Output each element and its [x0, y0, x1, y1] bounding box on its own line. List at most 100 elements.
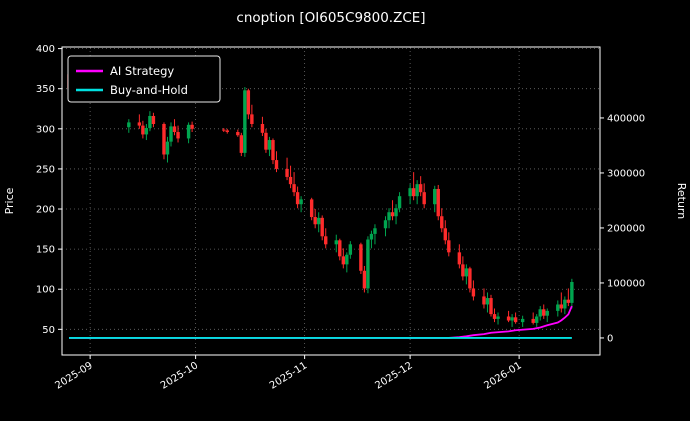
price-tick-label: 50: [42, 325, 55, 336]
candle-body-up: [464, 268, 469, 277]
candle-body-down: [271, 140, 275, 161]
return-tick-label: 400000: [607, 113, 645, 124]
candle-body-down: [190, 124, 194, 129]
date-tick-label: 2026-01: [482, 360, 523, 391]
candle-body-up: [243, 90, 247, 153]
candle-body-down: [471, 288, 476, 297]
plot-frame: [61, 46, 601, 356]
candle-body-up: [348, 244, 353, 255]
candle-body-down: [482, 296, 486, 305]
candle-body-down: [338, 240, 342, 257]
candle-body-down: [176, 132, 180, 139]
date-tick-label-group: 2025-09: [53, 360, 94, 391]
candle-body-down: [246, 90, 251, 115]
price-tick-label: 200: [36, 205, 55, 216]
candle-body-down: [436, 188, 440, 217]
candle-body-up: [433, 188, 437, 205]
candle-body-down: [422, 192, 426, 205]
candle-body-down: [390, 212, 395, 217]
candle-body-up: [520, 318, 525, 323]
candle-body-down: [542, 309, 546, 316]
y-axis-label-return: Return: [675, 183, 688, 220]
candle-body-up: [299, 199, 303, 205]
date-tick-label: 2025-11: [268, 360, 309, 391]
candle-body-up: [127, 122, 131, 128]
date-tick-label-group: 2025-10: [159, 360, 200, 391]
candle-body-up: [415, 184, 419, 197]
return-tick-label: 200000: [607, 223, 645, 234]
candle-body-down: [468, 268, 472, 289]
candle-body-down: [292, 184, 296, 193]
return-tick-label: 300000: [607, 168, 645, 179]
candle-body-up: [394, 208, 398, 217]
candle-body-up: [397, 196, 402, 209]
legend: AI Strategy Buy-and-Hold: [67, 55, 221, 103]
candle-body-down: [260, 124, 265, 133]
candle-body-down: [320, 217, 324, 237]
candle-body-up: [369, 233, 374, 240]
date-tick-label-group: 2025-11: [268, 360, 309, 391]
candle-body-up: [510, 317, 514, 321]
candle-body-down: [513, 317, 518, 323]
candle-body-down: [274, 160, 279, 169]
candle-body-down: [222, 129, 226, 131]
date-tick-label-group: 2026-01: [482, 360, 523, 391]
price-tick-label: 150: [36, 245, 55, 256]
candle-body-down: [447, 240, 451, 253]
candle-body-down: [341, 256, 346, 265]
candle-body-up: [408, 188, 412, 197]
candle-body-up: [570, 282, 574, 303]
date-tick-label: 2025-12: [373, 360, 414, 391]
candle-body-up: [366, 239, 370, 289]
candle-body-up: [383, 220, 388, 229]
candle-body-up: [545, 310, 549, 316]
price-tick-label: 400: [36, 44, 55, 55]
candle-body-down: [137, 122, 142, 126]
candle-body-up: [267, 140, 272, 150]
price-tick-label: 300: [36, 124, 55, 135]
candle-body-up: [496, 316, 500, 319]
candle-body-down: [489, 298, 493, 315]
series-line-ai-strategy: [69, 305, 573, 339]
price-tick-label: 350: [36, 84, 55, 95]
date-tick-label: 2025-10: [159, 360, 200, 391]
chart-title: cnoption [OI605C9800.ZCE]: [236, 10, 425, 26]
candle-body-down: [506, 316, 511, 321]
candle-body-down: [324, 236, 328, 245]
candle-body-up: [334, 240, 338, 245]
candle-body-down: [440, 216, 444, 229]
candle-body-down: [288, 176, 293, 185]
legend-label-buy-and-hold: Buy-and-Hold: [110, 83, 188, 97]
candle-body-down: [559, 304, 564, 309]
legend-label-ai-strategy: AI Strategy: [110, 64, 174, 78]
return-tick-label: 0: [607, 333, 613, 344]
candle-body-up: [169, 126, 173, 142]
candle-body-down: [264, 132, 268, 150]
candle-body-up: [148, 115, 152, 129]
candle-body-down: [492, 314, 497, 319]
candle-body-up: [373, 228, 377, 234]
candle-body-up: [186, 124, 191, 139]
price-tick-label: 100: [36, 285, 55, 296]
candle-body-up: [345, 254, 349, 265]
candle-body-up: [485, 298, 490, 305]
candle-body-up: [165, 141, 170, 155]
candle-body-down: [309, 199, 314, 218]
date-tick-label-group: 2025-12: [373, 360, 414, 391]
candle-body-up: [535, 316, 539, 323]
candle-body-down: [239, 135, 244, 153]
candle-body-up: [556, 304, 560, 311]
candle-body-up: [316, 217, 321, 225]
candle-body-up: [538, 309, 542, 317]
candle-body-down: [141, 125, 145, 135]
legend-frame: [67, 55, 221, 103]
candle-body-down: [443, 228, 447, 241]
candle-body-down: [362, 270, 367, 289]
candle-body-up: [563, 299, 567, 309]
candle-body-down: [411, 188, 416, 197]
candle-body-down: [295, 192, 300, 205]
candle-body-down: [566, 299, 571, 303]
candle-body-down: [457, 252, 462, 265]
candle-body-down: [236, 132, 240, 136]
